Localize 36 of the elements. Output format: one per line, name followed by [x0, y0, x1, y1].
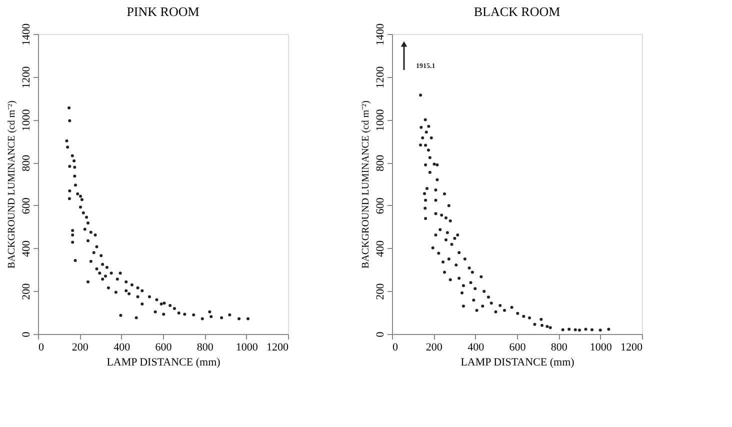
y-tick-label: 1000	[20, 108, 32, 132]
x-tick-label: 1200	[620, 342, 643, 354]
x-tick-label: 800	[550, 342, 568, 354]
y-tick-label: 200	[20, 282, 32, 300]
y-tick-label: 1000	[374, 108, 386, 132]
x-axis-title: LAMP DISTANCE (mm)	[106, 356, 221, 368]
y-tick-label: 400	[20, 240, 32, 258]
x-tick-label: 200	[426, 342, 443, 354]
y-tick-label: 0	[20, 331, 32, 338]
x-tick-label: 400	[114, 342, 131, 354]
x-tick-label: 600	[155, 342, 172, 354]
x-tick-label: 600	[509, 342, 526, 354]
y-tick-label: 1400	[20, 23, 32, 46]
y-tick-label: 800	[374, 154, 386, 172]
y-tick-label: 200	[374, 282, 386, 300]
y-tick-label: 1400	[374, 23, 386, 46]
y-tick-label: 1200	[374, 66, 386, 88]
y-tick-label: 400	[374, 240, 386, 258]
x-tick-label: 1000	[590, 342, 612, 354]
x-tick-label: 800	[196, 342, 214, 354]
chart-title: PINK ROOM	[126, 4, 200, 19]
x-tick-label: 1000	[236, 342, 258, 354]
y-axis-title: BACKGROUND LUMINANCE (cd m⁻²)	[6, 100, 18, 268]
chart-title: BLACK ROOM	[474, 4, 561, 19]
y-tick-label: 600	[20, 197, 32, 214]
y-axis-title: BACKGROUND LUMINANCE (cd m⁻²)	[360, 100, 372, 268]
x-tick-label: 200	[72, 342, 89, 354]
y-tick-label: 0	[374, 331, 386, 338]
x-tick-label: 400	[468, 342, 485, 354]
y-tick-label: 600	[374, 197, 386, 214]
x-tick-label: 0	[38, 342, 44, 354]
x-axis-title: LAMP DISTANCE (mm)	[460, 356, 575, 368]
x-tick-label: 0	[392, 342, 398, 354]
y-tick-label: 800	[20, 154, 32, 172]
x-tick-label: 1200	[266, 342, 289, 354]
y-tick-label: 1200	[20, 66, 32, 88]
